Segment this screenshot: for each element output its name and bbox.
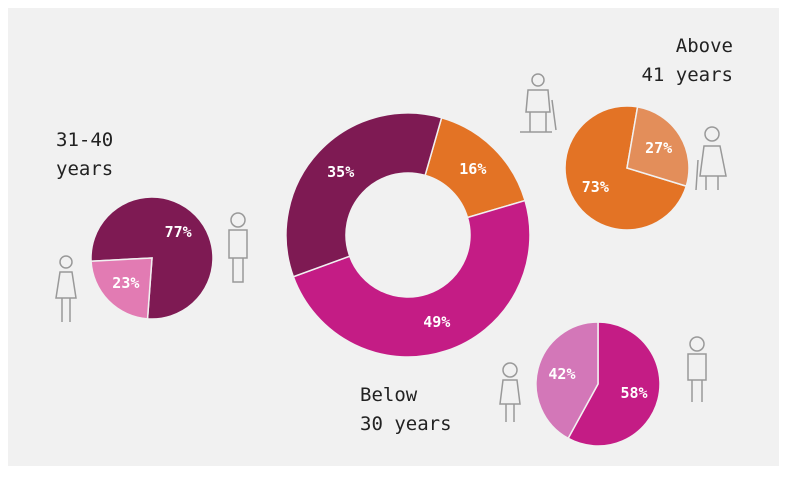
slice: [292, 199, 531, 358]
value-label: 27%: [645, 139, 672, 157]
value-label: 35%: [327, 163, 354, 181]
value-label: 58%: [620, 384, 647, 402]
slice: [285, 112, 443, 278]
icons: [55, 73, 727, 422]
value-label: 42%: [548, 365, 575, 383]
slice: [567, 321, 661, 447]
slice: [564, 105, 688, 231]
pie-title: 31-40 years: [56, 129, 114, 180]
pie-title: Below 30 years: [360, 384, 452, 435]
slice: [90, 257, 153, 320]
pie-title: Above 41 years: [641, 35, 733, 86]
value-label: 77%: [165, 223, 192, 241]
value-label: 23%: [112, 274, 139, 292]
value-label: 16%: [459, 160, 486, 178]
value-label: 73%: [582, 178, 609, 196]
value-label: 49%: [423, 313, 450, 331]
slice: [626, 106, 690, 188]
slice: [535, 321, 599, 440]
